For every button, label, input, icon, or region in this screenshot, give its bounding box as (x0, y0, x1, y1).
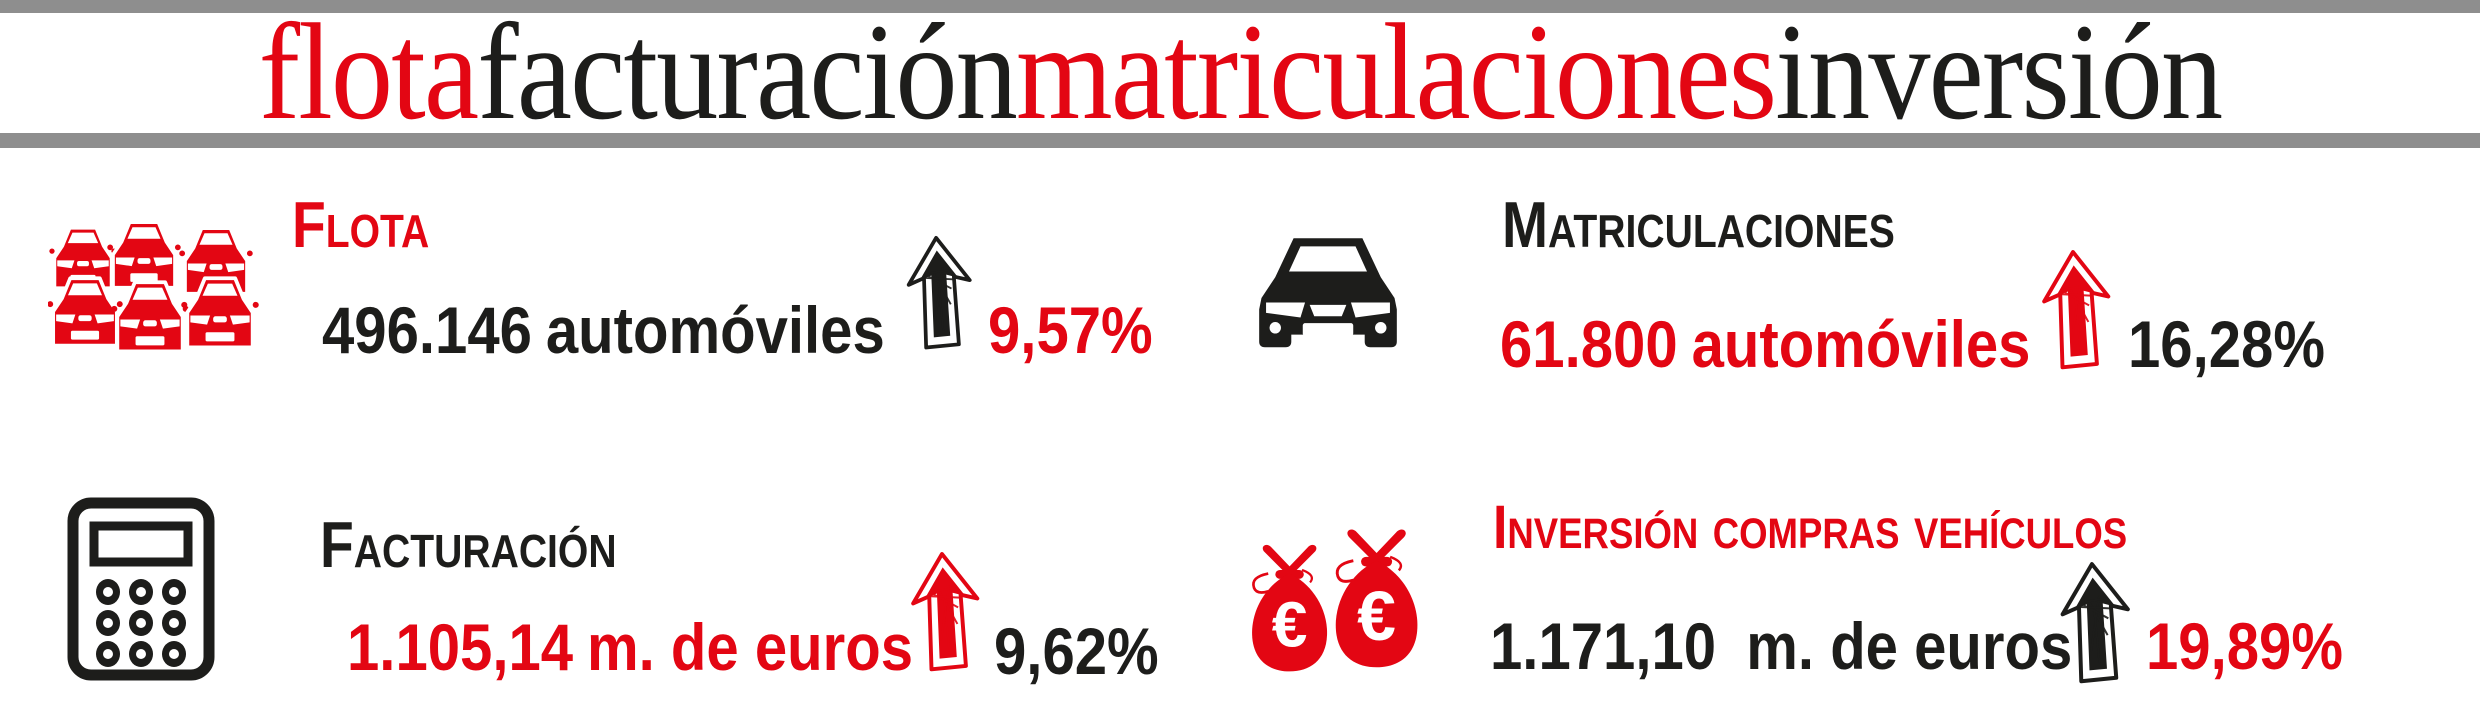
traffic-jam-icon (48, 220, 261, 354)
stat-label-facturacion: Facturación (320, 508, 617, 581)
stat-percent-matriculaciones: 16,28% (2128, 307, 2325, 381)
title-band: flotafacturaciónmatriculacionesinversión (124, 3, 2356, 141)
stat-value-inversion: 1.171,10 m. de euros (1490, 613, 2072, 679)
top-divider (0, 0, 2480, 13)
up-arrow-sketch-icon (908, 550, 983, 673)
stat-label-matriculaciones: Matriculaciones (1502, 188, 1895, 261)
stat-label-flota: Flota (292, 188, 430, 261)
stat-value-matriculaciones: 61.800 automóviles (1500, 311, 2030, 377)
up-arrow-sketch-icon (904, 234, 976, 351)
stat-value-unit: m. de euros (587, 610, 914, 684)
title-word-matriculaciones: matriculaciones (1016, 0, 1777, 148)
stat-value-unit: automóviles (545, 293, 885, 367)
stat-percent-facturacion: 9,62% (994, 614, 1159, 688)
stat-percent-inversion: 19,89% (2146, 609, 2343, 683)
stat-value-number: 1.171,10 (1490, 609, 1717, 683)
stat-value-facturacion: 1.105,14 m. de euros (347, 614, 913, 680)
stat-value-unit: m. de euros (1746, 609, 2073, 683)
stat-value-flota: 496.146 automóviles (322, 297, 885, 363)
header-divider (0, 133, 2480, 148)
car-front-icon (1259, 238, 1397, 348)
stat-value-number: 1.105,14 (347, 610, 574, 684)
stat-percent-flota: 9,57% (988, 293, 1153, 367)
stat-value-number: 496.146 (322, 293, 532, 367)
stat-label-inversion: Inversión compras vehículos (1493, 493, 2128, 561)
title-word-flota: flota (258, 0, 479, 148)
title-word-facturacion: facturación (477, 0, 1018, 148)
money-bags-icon (1250, 528, 1419, 673)
up-arrow-sketch-icon (2039, 248, 2114, 371)
stat-value-unit: automóviles (1691, 307, 2031, 381)
stat-value-number: 61.800 (1500, 307, 1678, 381)
title-word-inversion: inversión (1775, 0, 2223, 148)
up-arrow-sketch-icon (2058, 560, 2134, 685)
calculator-icon (66, 496, 216, 682)
